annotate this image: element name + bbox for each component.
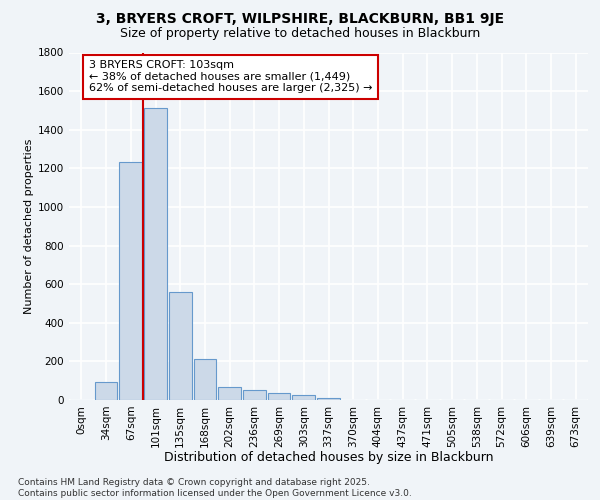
Bar bbox=[119, 162, 142, 400]
Bar bbox=[144, 108, 167, 400]
Bar bbox=[169, 292, 191, 400]
Text: 3, BRYERS CROFT, WILPSHIRE, BLACKBURN, BB1 9JE: 3, BRYERS CROFT, WILPSHIRE, BLACKBURN, B… bbox=[96, 12, 504, 26]
Bar bbox=[317, 398, 340, 400]
X-axis label: Distribution of detached houses by size in Blackburn: Distribution of detached houses by size … bbox=[164, 451, 493, 464]
Bar bbox=[218, 388, 241, 400]
Text: Contains HM Land Registry data © Crown copyright and database right 2025.
Contai: Contains HM Land Registry data © Crown c… bbox=[18, 478, 412, 498]
Text: 3 BRYERS CROFT: 103sqm
← 38% of detached houses are smaller (1,449)
62% of semi-: 3 BRYERS CROFT: 103sqm ← 38% of detached… bbox=[89, 60, 372, 94]
Bar bbox=[243, 390, 266, 400]
Bar bbox=[268, 393, 290, 400]
Text: Size of property relative to detached houses in Blackburn: Size of property relative to detached ho… bbox=[120, 28, 480, 40]
Bar bbox=[292, 395, 315, 400]
Bar bbox=[95, 382, 118, 400]
Bar bbox=[194, 360, 216, 400]
Y-axis label: Number of detached properties: Number of detached properties bbox=[24, 138, 34, 314]
